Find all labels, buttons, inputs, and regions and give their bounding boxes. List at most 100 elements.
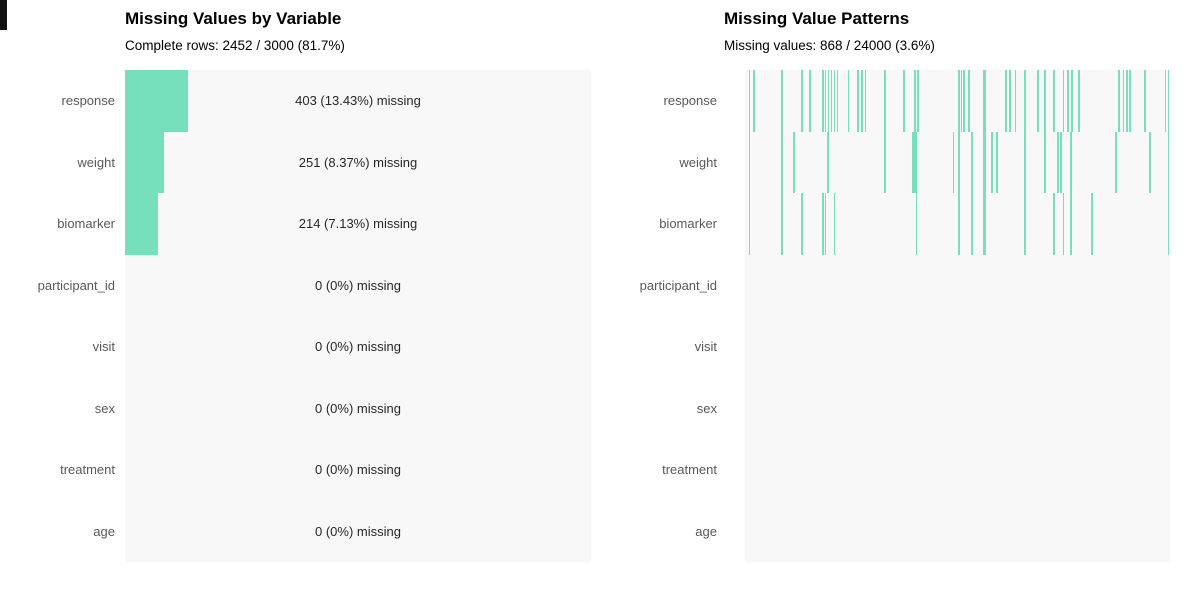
missing-cell-mark (824, 193, 827, 255)
missing-cell-mark (827, 131, 829, 193)
missing-cell-mark (968, 70, 970, 132)
missing-cell-mark (917, 70, 919, 132)
missing-bar (125, 193, 159, 255)
missing-cell-mark (1070, 193, 1072, 255)
bar-annotation: 0 (0%) missing (315, 462, 401, 478)
y-label-treatment: treatment (60, 462, 115, 478)
missing-cell-mark (903, 70, 905, 132)
y-label-sex: sex (94, 400, 115, 416)
left-chart-subtitle: Complete rows: 2452 / 3000 (81.7%) (125, 38, 345, 53)
missing-cell-mark (1053, 70, 1055, 132)
missing-cell-mark (983, 131, 986, 193)
right-chart-title: Missing Value Patterns (724, 9, 910, 28)
y-label-weight: weight (77, 154, 115, 170)
bar-row-visit: 0 (0%) missing (125, 316, 591, 378)
missing-cell-mark (1144, 70, 1146, 132)
missing-cell-mark (971, 193, 973, 255)
missing-cell-mark (1149, 131, 1151, 193)
missing-cell-mark (991, 131, 993, 193)
missing-cell-mark (1122, 70, 1125, 132)
y-label-biomarker: biomarker (57, 216, 115, 232)
missing-values-bar-chart: 403 (13.43%) missing 251 (8.37%) missing… (125, 70, 591, 562)
missing-cell-mark (1059, 131, 1062, 193)
bar-annotation: 0 (0%) missing (315, 400, 401, 416)
missing-cell-mark (1044, 131, 1046, 193)
missing-cell-mark (1070, 70, 1073, 132)
missing-cell-mark (836, 70, 839, 132)
bar-row-sex: 0 (0%) missing (125, 378, 591, 440)
y-label-treatment: treatment (662, 462, 717, 478)
y-label-visit: visit (92, 339, 115, 355)
missing-bar (125, 131, 164, 193)
missing-cell-mark (1023, 193, 1026, 255)
missing-cell-mark (748, 70, 751, 132)
bar-annotation: 403 (13.43%) missing (295, 93, 421, 109)
missing-cell-mark (957, 70, 960, 132)
bar-chart-plot-area: 403 (13.43%) missing 251 (8.37%) missing… (125, 70, 591, 562)
missing-cell-mark (781, 70, 783, 132)
y-label-biomarker: biomarker (659, 216, 717, 232)
missing-cell-mark (1167, 193, 1170, 255)
missing-cell-mark (864, 70, 867, 132)
missing-cell-mark (824, 70, 827, 132)
missing-cell-mark (1129, 70, 1131, 132)
missing-cell-mark (801, 193, 803, 255)
missing-cell-mark (912, 131, 915, 193)
missing-cell-mark (1062, 193, 1065, 255)
missing-cell-mark (861, 70, 863, 132)
y-label-age: age (93, 523, 115, 539)
missing-cell-mark (830, 70, 833, 132)
y-label-response: response (61, 93, 115, 109)
left-chart-title-block: Missing Values by Variable Complete rows… (125, 9, 345, 54)
missing-cell-mark (914, 70, 917, 132)
missing-cell-mark (748, 193, 751, 255)
missing-cell-mark (748, 131, 751, 193)
missing-cell-mark (793, 131, 795, 193)
y-label-participant-id: participant_id (639, 277, 717, 293)
y-label-participant-id: participant_id (37, 277, 115, 293)
missing-cell-mark (1070, 131, 1072, 193)
missing-cell-mark (915, 131, 917, 193)
y-label-visit: visit (694, 339, 717, 355)
missing-cell-mark (781, 193, 783, 255)
missing-cell-mark (1164, 70, 1167, 132)
missing-cell-mark (1115, 131, 1117, 193)
missing-cell-mark (833, 193, 836, 255)
missing-cell-mark (821, 70, 824, 132)
missing-cell-mark (1118, 70, 1120, 132)
missing-bar (125, 70, 188, 132)
bar-annotation: 0 (0%) missing (315, 339, 401, 355)
bar-row-biomarker: 214 (7.13%) missing (125, 193, 591, 255)
missing-cell-mark (1067, 70, 1069, 132)
missing-cell-mark (1167, 70, 1170, 132)
missing-cell-mark (809, 70, 811, 132)
y-label-sex: sex (696, 400, 717, 416)
missing-cell-mark (957, 131, 960, 193)
y-label-response: response (663, 93, 717, 109)
bar-row-participant-id: 0 (0%) missing (125, 255, 591, 317)
missing-cell-mark (857, 70, 859, 132)
y-label-age: age (695, 523, 717, 539)
missing-cell-mark (1023, 70, 1026, 132)
missing-cell-mark (971, 131, 973, 193)
missing-pattern-matrix (745, 70, 1170, 562)
bar-row-treatment: 0 (0%) missing (125, 439, 591, 501)
missing-cell-mark (963, 70, 965, 132)
bar-annotation: 0 (0%) missing (315, 277, 401, 293)
missing-cell-mark (821, 193, 824, 255)
missing-cell-mark (1036, 70, 1039, 132)
missing-cell-mark (847, 70, 850, 132)
missing-cell-mark (983, 70, 986, 132)
bar-row-response: 403 (13.43%) missing (125, 70, 591, 132)
missing-cell-mark (957, 193, 960, 255)
right-chart-subtitle: Missing values: 868 / 24000 (3.6%) (724, 38, 935, 53)
missing-cell-mark (1062, 70, 1065, 132)
missing-cell-mark (1053, 193, 1055, 255)
missing-cell-mark (833, 70, 836, 132)
missing-cell-mark (883, 70, 886, 132)
missing-cell-mark (983, 193, 986, 255)
missing-cell-mark (801, 70, 803, 132)
y-label-weight: weight (679, 154, 717, 170)
missing-cell-mark (1014, 70, 1017, 132)
missing-cell-mark (1005, 70, 1007, 132)
